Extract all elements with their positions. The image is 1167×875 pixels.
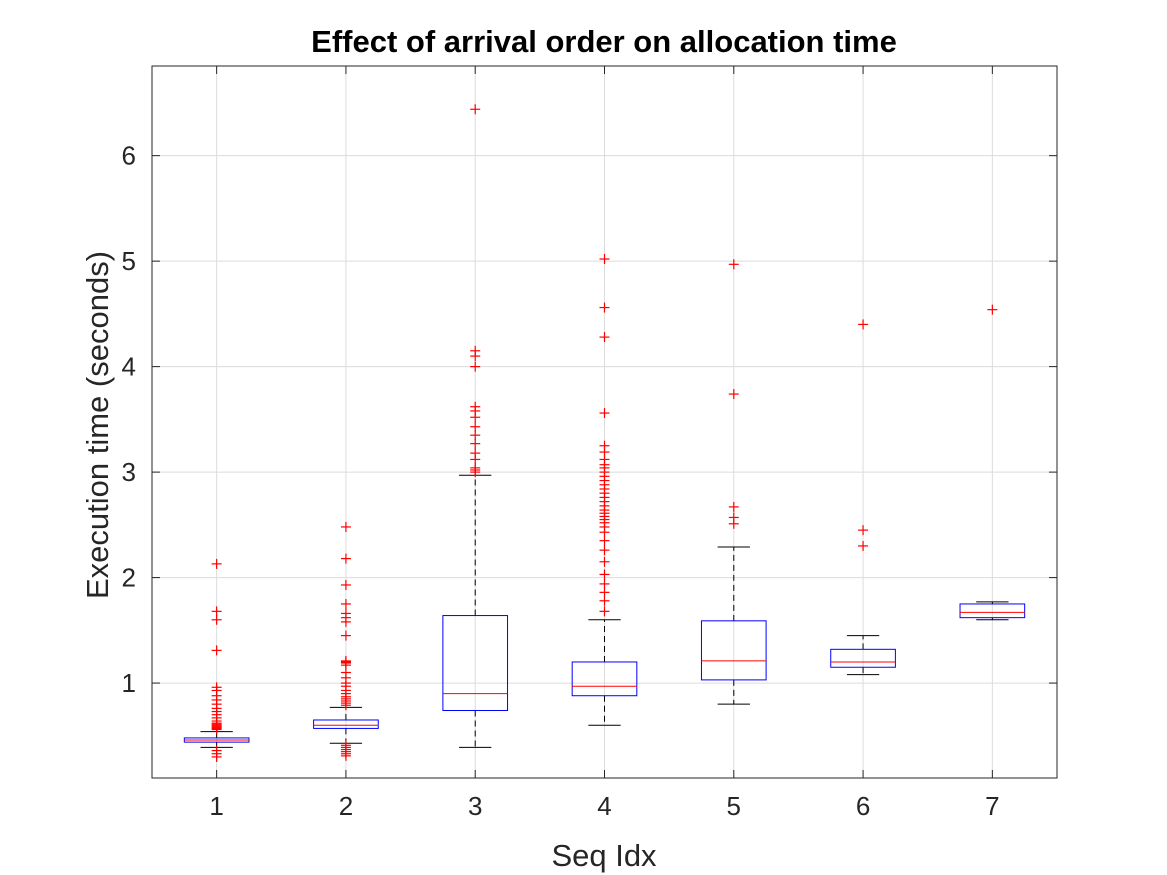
- box-group-4: [571, 619, 638, 726]
- x-tick-label: 7: [985, 791, 999, 821]
- outlier-point: [211, 614, 222, 625]
- outlier-point: [599, 408, 610, 419]
- outlier-point: [470, 421, 481, 432]
- y-axis-label: Execution time (seconds): [80, 251, 115, 599]
- outlier-point: [470, 462, 481, 473]
- box-group-5: [700, 546, 767, 705]
- outlier-series: [211, 104, 998, 762]
- outlier-point: [211, 682, 222, 693]
- iqr-box: [700, 620, 767, 681]
- outlier-point: [858, 319, 869, 330]
- outlier-point: [340, 598, 351, 609]
- outlier-point: [599, 587, 610, 598]
- x-tick-label: 1: [209, 791, 223, 821]
- y-tick-label: 6: [122, 141, 136, 171]
- axis-ticks: [152, 66, 1057, 778]
- outlier-point: [340, 553, 351, 564]
- x-tick-label: 5: [727, 791, 741, 821]
- outlier-point: [599, 545, 610, 556]
- outlier-point: [599, 569, 610, 580]
- y-tick-label: 2: [122, 563, 136, 593]
- iqr-box: [571, 661, 638, 697]
- outlier-point: [728, 259, 739, 270]
- outlier-point: [470, 361, 481, 372]
- outlier-point: [211, 745, 222, 756]
- iqr-box: [313, 719, 379, 729]
- outlier-point: [599, 302, 610, 313]
- outlier-point: [340, 608, 351, 619]
- outlier-point: [470, 430, 481, 441]
- outlier-point: [340, 630, 351, 641]
- outlier-point: [470, 104, 481, 115]
- outlier-point: [599, 535, 610, 546]
- outlier-point: [470, 345, 481, 356]
- x-tick-label: 3: [468, 791, 482, 821]
- outlier-point: [340, 521, 351, 532]
- tick-labels: 1 2 3 4 5 6 7 1 2 3 4 5 6: [122, 141, 1000, 821]
- outlier-point: [340, 740, 351, 751]
- x-axis-label: Seq Idx: [551, 838, 657, 873]
- outlier-point: [599, 332, 610, 343]
- y-tick-label: 5: [122, 246, 136, 276]
- outlier-point: [211, 606, 222, 617]
- x-tick-label: 6: [856, 791, 870, 821]
- outlier-point: [858, 525, 869, 536]
- outlier-point: [599, 440, 610, 451]
- iqr-box: [959, 603, 1026, 619]
- outlier-point: [858, 540, 869, 551]
- outlier-point: [728, 389, 739, 400]
- box-group-7: [959, 601, 1026, 621]
- outlier-point: [728, 501, 739, 512]
- iqr-box: [442, 615, 509, 711]
- outlier-point: [728, 512, 739, 523]
- outlier-point: [211, 645, 222, 656]
- outlier-point: [470, 448, 481, 459]
- outlier-point: [340, 655, 351, 666]
- y-tick-label: 1: [122, 668, 136, 698]
- y-tick-label: 3: [122, 457, 136, 487]
- outlier-point: [599, 578, 610, 589]
- outlier-point: [470, 438, 481, 449]
- box-group-6: [830, 635, 896, 676]
- iqr-box: [830, 648, 896, 668]
- x-tick-label: 2: [339, 791, 353, 821]
- outlier-point: [599, 595, 610, 606]
- box-group-3: [442, 474, 509, 748]
- outlier-point: [599, 606, 610, 617]
- outlier-point: [987, 304, 998, 315]
- outlier-point: [599, 254, 610, 265]
- y-tick-label: 4: [122, 352, 136, 382]
- outlier-point: [340, 579, 351, 590]
- chart-title: Effect of arrival order on allocation ti…: [311, 24, 897, 59]
- x-tick-label: 4: [597, 791, 611, 821]
- outlier-point: [470, 401, 481, 412]
- outlier-point: [599, 556, 610, 567]
- outlier-point: [211, 558, 222, 569]
